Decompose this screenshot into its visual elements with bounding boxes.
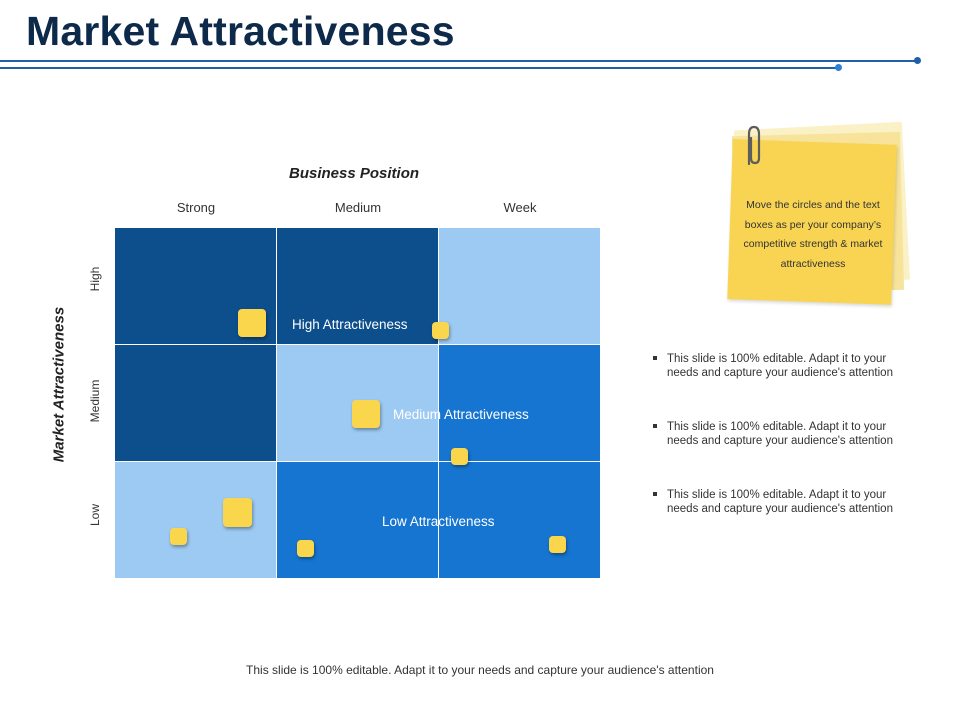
column-label-medium: Medium [334, 200, 382, 215]
bullet-text: This slide is 100% editable. Adapt it to… [667, 421, 893, 447]
header-rule-bottom [0, 67, 840, 69]
attractiveness-matrix: High Attractiveness Medium Attractivenes… [115, 228, 601, 578]
position-marker[interactable] [451, 448, 468, 465]
row-label-medium: Medium [88, 379, 102, 423]
matrix-cell-high-week [439, 228, 600, 344]
bullet-text: This slide is 100% editable. Adapt it to… [667, 353, 893, 379]
header-rule-top [0, 60, 918, 62]
bullet-square-icon [653, 356, 657, 360]
matrix-cell-high-medium [277, 228, 438, 344]
page-title: Market Attractiveness [26, 8, 455, 54]
column-label-strong: Strong [176, 200, 216, 215]
matrix-cell-medium-strong [115, 345, 276, 461]
matrix-cell-medium-week [439, 345, 600, 461]
bullet-item: This slide is 100% editable. Adapt it to… [652, 420, 902, 448]
zone-label-low[interactable]: Low Attractiveness [382, 514, 495, 529]
row-label-high: High [88, 266, 102, 292]
footer-caption: This slide is 100% editable. Adapt it to… [246, 663, 714, 677]
bullet-item: This slide is 100% editable. Adapt it to… [652, 352, 902, 380]
bullet-list: This slide is 100% editable. Adapt it to… [652, 352, 902, 556]
paperclip-icon [747, 125, 761, 166]
bullet-square-icon [653, 424, 657, 428]
x-axis-title: Business Position [289, 165, 420, 182]
sticky-note-text[interactable]: Move the circles and the text boxes as p… [743, 199, 883, 270]
column-label-week: Week [503, 200, 537, 215]
row-label-low: Low [88, 504, 102, 527]
position-marker[interactable] [352, 400, 380, 428]
zone-label-high[interactable]: High Attractiveness [292, 317, 408, 332]
bullet-square-icon [653, 492, 657, 496]
zone-label-medium[interactable]: Medium Attractiveness [393, 407, 529, 422]
bullet-text: This slide is 100% editable. Adapt it to… [667, 489, 893, 515]
bullet-item: This slide is 100% editable. Adapt it to… [652, 488, 902, 516]
position-marker[interactable] [223, 498, 252, 527]
position-marker[interactable] [238, 309, 266, 337]
position-marker[interactable] [432, 322, 449, 339]
y-axis-title: Market Attractiveness [50, 306, 68, 463]
header-rule-top-dot [914, 57, 921, 64]
matrix-cell-low-medium [277, 462, 438, 578]
position-marker[interactable] [297, 540, 314, 557]
position-marker[interactable] [170, 528, 187, 545]
position-marker[interactable] [549, 536, 566, 553]
matrix-cell-low-week [439, 462, 600, 578]
sticky-note [718, 120, 911, 320]
header-rule-bottom-dot [835, 64, 842, 71]
